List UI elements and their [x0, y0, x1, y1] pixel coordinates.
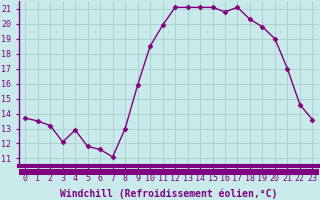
- X-axis label: Windchill (Refroidissement éolien,°C): Windchill (Refroidissement éolien,°C): [60, 188, 277, 199]
